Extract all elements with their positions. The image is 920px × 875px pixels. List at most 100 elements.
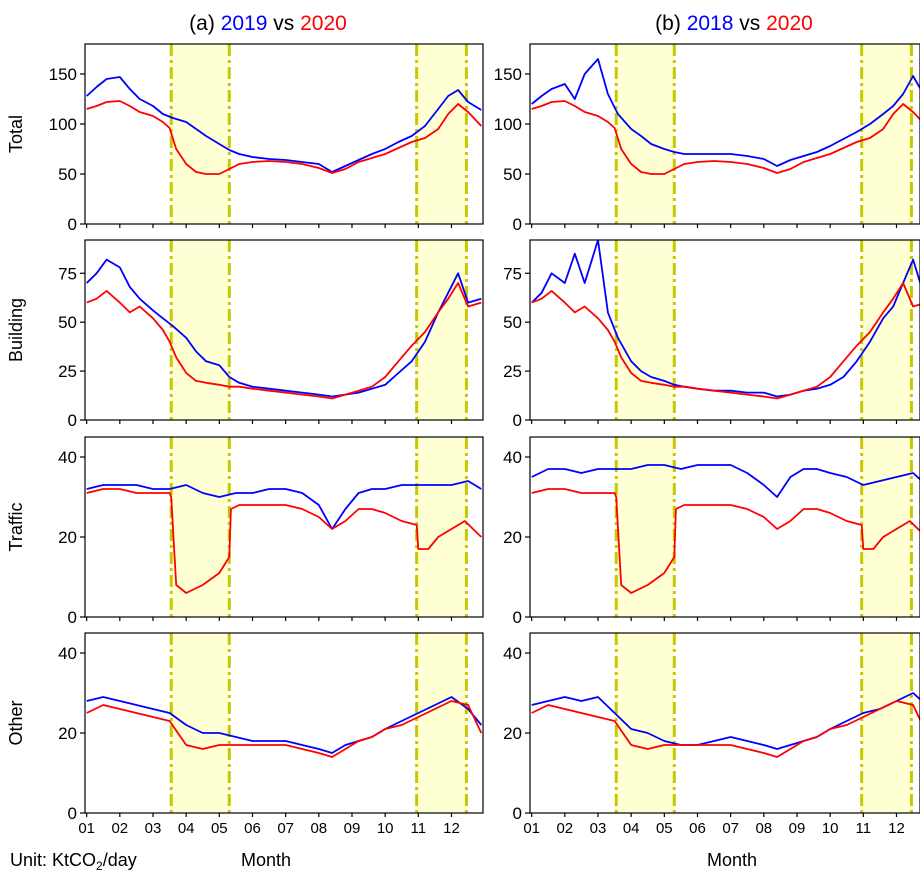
series-line-2020 (86, 488, 482, 594)
lockdown-shade-1 (171, 633, 230, 813)
x-tick-label: 11 (856, 820, 872, 837)
plot-area (531, 633, 920, 813)
x-tick-label: 07 (722, 820, 739, 837)
lockdown-shade-1 (171, 437, 230, 617)
y-tick-label: 75 (503, 264, 522, 283)
x-tick-label: 05 (211, 820, 228, 837)
x-tick-label: 01 (523, 820, 540, 837)
axes-frame (84, 43, 484, 225)
y-tick-label: 50 (503, 313, 522, 332)
plot-area (86, 240, 482, 420)
lockdown-shade-1 (616, 240, 675, 420)
unit-subscript: 2 (96, 859, 103, 873)
panel-a-row-4: 0 20 40 01 02 03 04 05 06 07 08 09 10 11 12 Other (6, 632, 484, 837)
lockdown-shade-2 (861, 633, 912, 813)
x-tick-label: 11 (411, 820, 427, 837)
y-axis-label: Building (6, 298, 26, 362)
lockdown-shade-2 (416, 240, 467, 420)
plot-area (86, 44, 482, 224)
series-line-2018 (531, 58, 920, 167)
unit-prefix: Unit: KtCO (10, 850, 96, 870)
lockdown-shade-2 (861, 240, 912, 420)
y-tick-label: 0 (513, 215, 522, 234)
plot-area (531, 44, 920, 224)
panel-a-xlabel: Month (241, 850, 291, 870)
panel-b-row-3: 0 20 40 (503, 436, 920, 627)
panel-a-year-b: 2020 (300, 12, 347, 35)
panel-b-vs: vs (739, 12, 760, 35)
x-tick-label: 02 (111, 820, 128, 837)
plot-area (531, 240, 920, 420)
x-tick-label: 10 (377, 820, 394, 837)
y-tick-label: 40 (58, 644, 77, 663)
lockdown-shade-2 (416, 44, 467, 224)
x-tick-label: 08 (755, 820, 772, 837)
x-tick-label: 08 (310, 820, 327, 837)
y-tick-label: 0 (513, 411, 522, 430)
series-line-2020 (531, 100, 920, 175)
panel-a-vs: vs (273, 12, 294, 35)
y-tick-label: 25 (503, 362, 522, 381)
x-tick-label: 06 (689, 820, 706, 837)
axes-frame (529, 632, 920, 814)
x-tick-label: 05 (656, 820, 673, 837)
x-tick-label: 06 (244, 820, 261, 837)
y-axis-label: Total (6, 115, 26, 153)
axes-frame (84, 239, 484, 421)
x-tick-label: 10 (822, 820, 839, 837)
y-tick-label: 100 (494, 115, 522, 134)
y-tick-label: 75 (58, 264, 77, 283)
series-line-2020 (531, 282, 920, 400)
y-tick-label: 150 (49, 65, 77, 84)
plot-area (86, 633, 483, 813)
x-tick-label: 04 (178, 820, 195, 837)
panel-b-label: (b) (655, 12, 681, 35)
lockdown-shade-1 (616, 44, 675, 224)
axes-frame (84, 632, 484, 814)
y-tick-label: 50 (503, 165, 522, 184)
x-tick-label: 09 (344, 820, 361, 837)
panel-b-year-b: 2020 (766, 12, 813, 35)
x-tick-label: 03 (145, 820, 162, 837)
axes-frame (529, 239, 920, 421)
panel-a-row-1: 0 50 100 150 Total (6, 43, 484, 234)
unit-note: Unit: KtCO2/day (10, 850, 137, 873)
panel-b-xlabel: Month (707, 850, 757, 870)
lockdown-shade-2 (416, 437, 467, 617)
lockdown-shade-2 (861, 44, 912, 224)
x-tick-label: 09 (789, 820, 806, 837)
unit-suffix: /day (103, 850, 137, 870)
panel-b-year-a: 2018 (687, 12, 734, 35)
x-tick-label: 04 (623, 820, 640, 837)
plot-area (531, 437, 920, 617)
axes-frame (529, 436, 920, 618)
panel-b-row-4: 0 20 40 01 02 03 04 05 06 07 08 09 10 11 12 (503, 632, 920, 837)
plot-area (86, 437, 482, 617)
y-tick-label: 0 (513, 608, 522, 627)
y-tick-label: 20 (58, 724, 77, 743)
series-line-2020 (86, 282, 482, 400)
y-axis-label: Other (6, 700, 26, 745)
y-tick-label: 100 (49, 115, 77, 134)
x-tick-label: 02 (556, 820, 573, 837)
panel-a-title: (a) 2019 vs 2020 (189, 12, 347, 35)
y-axis-label: Traffic (6, 502, 26, 551)
y-tick-label: 20 (503, 724, 522, 743)
x-tick-label: 12 (443, 820, 460, 837)
lockdown-shade-2 (861, 437, 912, 617)
y-tick-label: 150 (494, 65, 522, 84)
x-tick-label: 03 (590, 820, 607, 837)
y-tick-label: 0 (513, 804, 522, 823)
y-tick-label: 20 (503, 528, 522, 547)
lockdown-shade-1 (171, 240, 230, 420)
series-line-2019 (86, 76, 482, 173)
y-tick-label: 0 (68, 411, 77, 430)
y-tick-label: 40 (503, 448, 522, 467)
y-tick-label: 50 (58, 313, 77, 332)
series-line-2019 (86, 258, 482, 398)
axes-frame (84, 436, 484, 618)
series-line-2018 (531, 464, 920, 498)
panel-b-row-2: 0 25 50 75 (503, 239, 920, 430)
lockdown-shade-1 (616, 437, 675, 617)
